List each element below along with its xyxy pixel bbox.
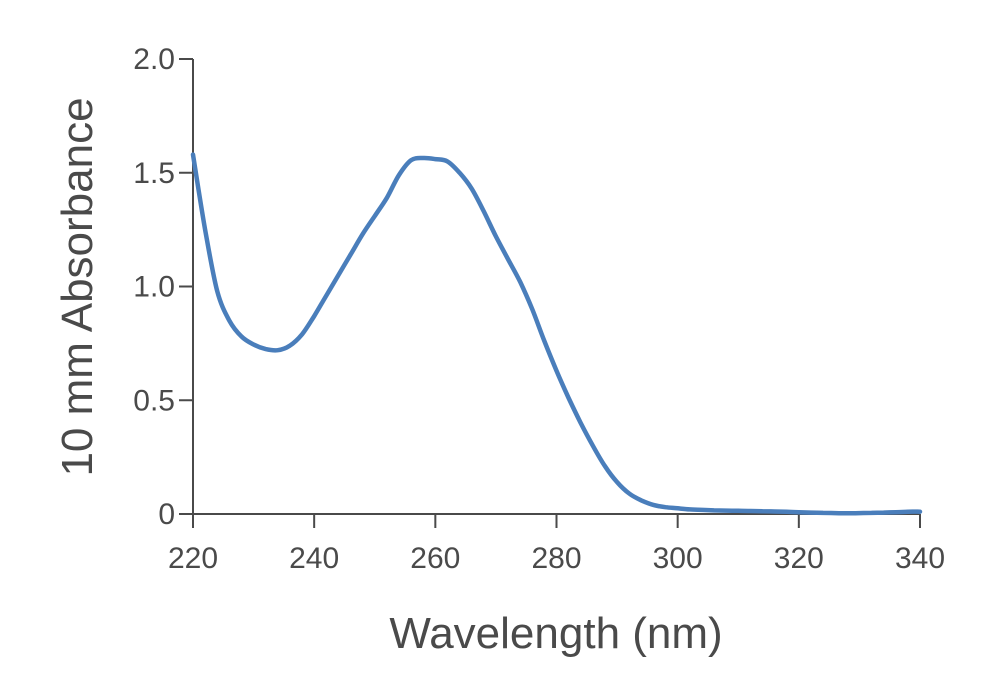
y-tick-label: 0	[158, 498, 175, 531]
y-tick-label: 1.5	[133, 157, 175, 190]
y-tick-label: 0.5	[133, 384, 175, 417]
x-axis-title: Wavelength (nm)	[389, 609, 722, 658]
x-ticks: 220 240 260 280 300 320 340	[168, 514, 945, 575]
x-tick-label: 260	[410, 542, 460, 575]
x-tick-label: 240	[289, 542, 339, 575]
y-ticks: 0 0.5 1.0 1.5 2.0	[133, 43, 193, 531]
x-tick-label: 320	[774, 542, 824, 575]
x-tick-label: 340	[895, 542, 945, 575]
series-group	[190, 152, 923, 516]
y-tick-label: 2.0	[133, 43, 175, 76]
x-tick-label: 300	[653, 542, 703, 575]
plot-area: 0 0.5 1.0 1.5 2.0 220 240 260 280 300 320 340	[133, 43, 945, 575]
y-tick-label: 1.0	[133, 271, 175, 304]
x-tick-label: 220	[168, 542, 218, 575]
absorbance-series-line	[190, 152, 923, 516]
y-axis-title: 10 mm Absorbance	[53, 97, 102, 476]
x-tick-label: 280	[531, 542, 581, 575]
